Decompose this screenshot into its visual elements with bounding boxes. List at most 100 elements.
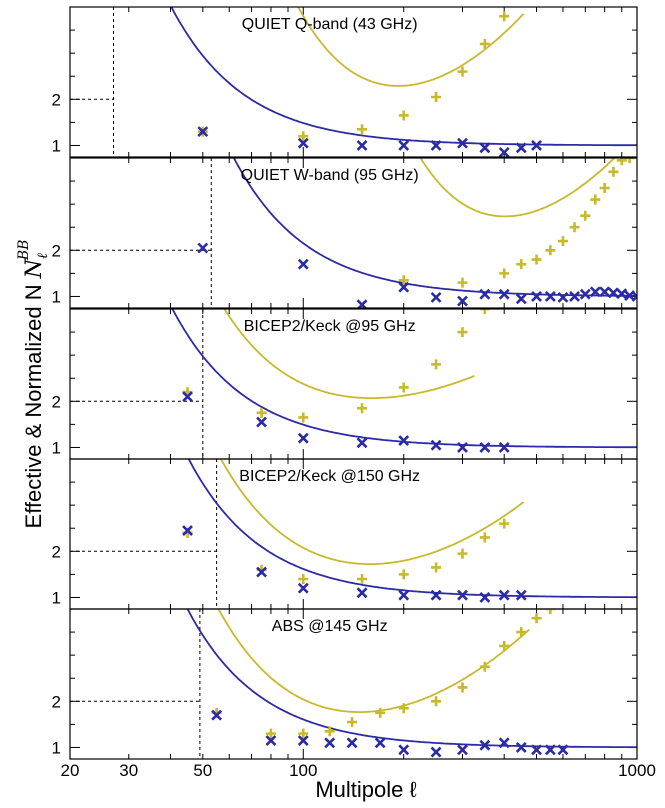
blue-cross-point — [479, 592, 491, 603]
blue-cross-point — [297, 432, 309, 444]
blue-cross-point — [515, 293, 527, 305]
panel-title: QUIET W-band (95 GHz) — [241, 167, 419, 184]
blue-cross-point — [197, 126, 209, 138]
blue-cross-point — [430, 589, 442, 601]
y-axis-label: Effective & Normalized N NℓBB — [16, 240, 51, 529]
yellow-plus-point — [516, 627, 527, 638]
blue-cross-point — [579, 288, 591, 300]
blue-cross-point — [515, 742, 527, 753]
yellow-model-curve — [217, 609, 530, 713]
yellow-plus-point — [479, 309, 490, 314]
blue-cross-point — [297, 137, 309, 149]
points — [197, 158, 637, 308]
blue-cross-point — [430, 439, 442, 451]
yellow-plus-point — [298, 728, 309, 739]
yellow-plus-point — [324, 726, 335, 737]
blue-cross-point — [544, 744, 556, 756]
panel-frame — [69, 608, 638, 760]
yellow-plus-point — [499, 11, 510, 22]
yellow-plus-point — [531, 254, 542, 265]
blue-cross-point — [616, 288, 628, 300]
x-tick-label: 20 — [61, 761, 80, 780]
curves — [171, 309, 637, 449]
blue-cross-point — [531, 140, 542, 151]
panel-1: 1 2 QUIET Q-band (43 GHz) — [52, 6, 638, 158]
blue-cross-point — [197, 242, 209, 254]
blue-cross-point — [498, 589, 510, 601]
yellow-plus-point — [590, 194, 601, 205]
blue-model-curve — [170, 7, 637, 147]
yellow-plus-point — [398, 569, 409, 580]
blue-cross-point — [457, 295, 468, 307]
blue-cross-point — [356, 437, 368, 449]
yellow-plus-point — [265, 728, 276, 739]
yellow-plus-point — [398, 703, 409, 714]
yellow-plus-point — [357, 403, 368, 414]
yellow-plus-point — [357, 124, 368, 135]
blue-model-curve — [186, 609, 637, 749]
y-tick-label: 2 — [52, 90, 61, 109]
blue-cross-point — [398, 435, 410, 446]
yellow-plus-point — [256, 407, 267, 418]
blue-cross-point — [531, 291, 542, 302]
points — [182, 518, 527, 603]
yellow-plus-point — [499, 518, 510, 529]
panels-layer: 1 2 QUIET Q-band (43 GHz) 1 2 QUIET W-band (9… — [52, 6, 638, 760]
panel-title: BICEP2/Keck @95 GHz — [244, 318, 416, 335]
y-tick-label: 2 — [52, 542, 61, 561]
blue-cross-point — [457, 442, 468, 453]
yellow-model-curve — [223, 309, 475, 399]
blue-cross-point — [430, 140, 442, 151]
blue-cross-point — [498, 288, 510, 300]
blue-cross-point — [544, 291, 556, 302]
yellow-plus-point — [431, 562, 442, 573]
blue-cross-point — [297, 258, 309, 270]
y-axis-label-sup: BB — [16, 240, 32, 262]
blue-model-curve — [187, 459, 637, 599]
blue-cross-point — [398, 140, 410, 151]
blue-cross-point — [515, 142, 527, 154]
blue-cross-point — [256, 566, 267, 578]
blue-cross-point — [265, 735, 277, 746]
yellow-plus-point — [545, 609, 556, 614]
blue-cross-point — [256, 416, 267, 428]
panel-4: 1 2 BICEP2/Keck @150 GHz — [52, 458, 638, 610]
yellow-plus-point — [608, 166, 619, 177]
x-tick-label: 1000 — [618, 761, 656, 780]
yellow-plus-point — [298, 574, 309, 584]
yellow-model-curve — [297, 7, 525, 87]
panel-title: BICEP2/Keck @150 GHz — [239, 468, 420, 485]
panel-frame — [69, 6, 638, 158]
yellow-plus-point — [516, 259, 527, 270]
blue-cross-point — [498, 442, 510, 453]
yellow-plus-point — [347, 717, 358, 728]
blue-cross-point — [356, 587, 368, 599]
y-axis-label-main: Effective & Normalized N — [21, 284, 46, 528]
panel-5: 1 2 ABS @145 GHz — [52, 608, 638, 760]
blue-cross-point — [457, 744, 468, 756]
yellow-plus-point — [569, 222, 580, 233]
blue-cross-point — [346, 737, 358, 749]
x-axis: 20 30 50 100 1000 — [61, 761, 656, 780]
yellow-plus-point — [531, 613, 542, 624]
yellow-plus-point — [557, 236, 568, 247]
x-axis-label: Multipole ℓ — [315, 777, 417, 802]
panel-frame — [69, 157, 638, 309]
yellow-plus-point — [375, 707, 386, 718]
y-tick-label: 1 — [52, 438, 61, 457]
blue-cross-point — [569, 291, 580, 302]
blue-cross-point — [557, 291, 569, 303]
blue-cross-point — [457, 589, 468, 601]
blue-cross-point — [498, 146, 510, 157]
points — [182, 309, 510, 453]
blue-cross-point — [211, 709, 223, 721]
y-axis-label-N: N — [22, 258, 47, 279]
yellow-plus-point — [398, 382, 409, 393]
blue-cross-point — [297, 582, 309, 594]
y-tick-label: 1 — [52, 136, 61, 155]
blue-cross-point — [631, 291, 637, 302]
y-axis-label-text: Effective & Normalized N NℓBB — [16, 240, 51, 529]
blue-cross-point — [398, 281, 410, 293]
blue-cross-point — [430, 746, 442, 758]
